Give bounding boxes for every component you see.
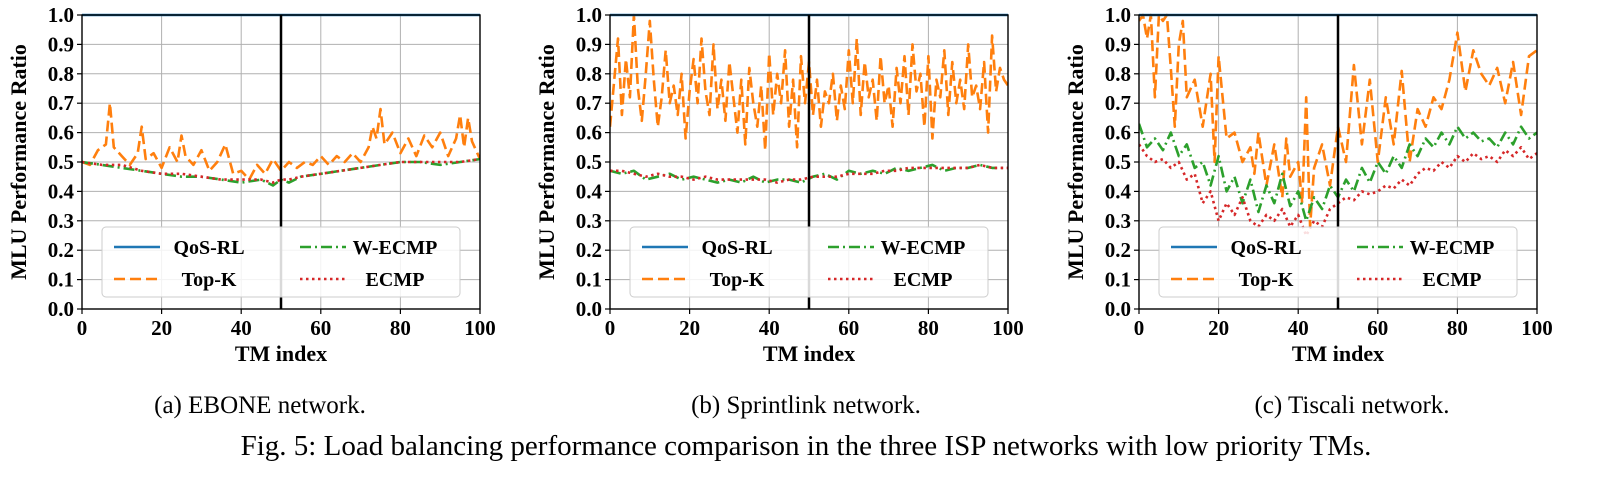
- y-tick-label: 0.8: [576, 62, 602, 86]
- y-tick-label: 0.3: [48, 209, 74, 233]
- y-tick-label: 0.0: [48, 297, 74, 321]
- y-tick-label: 0.0: [1105, 297, 1131, 321]
- y-tick-label: 0.4: [48, 179, 75, 203]
- chart-panel-2: 0.0 0.1 0.2 0.3 0.4 0.5 0.6 0.7 0.8 0.9 1.0 0 20 40 60…: [1063, 3, 1553, 366]
- series-line-ecmp: [82, 157, 480, 184]
- x-tick-label: 80: [918, 316, 939, 340]
- legend-label: QoS-RL: [1230, 237, 1301, 259]
- x-tick-label: 100: [464, 316, 496, 340]
- x-tick-label: 40: [231, 316, 252, 340]
- series-line-ecmp: [610, 163, 1008, 184]
- legend-label: Top-K: [1239, 269, 1294, 291]
- x-tick-label: 60: [838, 316, 859, 340]
- plot-frame: [609, 14, 1009, 310]
- y-tick-label: 0.9: [576, 32, 602, 56]
- y-tick-label: 0.5: [576, 150, 602, 174]
- x-tick-label: 0: [1134, 316, 1145, 340]
- y-axis-label: MLU Performance Ratio: [6, 44, 31, 280]
- legend-label: ECMP: [366, 269, 425, 291]
- chart-panel-1: 0.0 0.1 0.2 0.3 0.4 0.5 0.6 0.7 0.8 0.9 1.0 0 20 40 60…: [534, 3, 1024, 366]
- y-tick-label: 0.1: [576, 268, 602, 292]
- figure: 0.0 0.1 0.2 0.3 0.4 0.5 0.6 0.7 0.8 0.9 1.0 0 20 40 60…: [6, 3, 1553, 366]
- y-tick-label: 1.0: [48, 3, 74, 27]
- series-line-top-k: [1139, 13, 1537, 228]
- y-tick-label: 0.6: [1105, 121, 1131, 145]
- x-tick-label: 80: [390, 316, 411, 340]
- y-tick-label: 0.9: [1105, 32, 1131, 56]
- y-axis-label: MLU Performance Ratio: [1063, 44, 1088, 280]
- series-line-top-k: [610, 13, 1008, 152]
- x-tick-label: 100: [992, 316, 1024, 340]
- legend-box: [629, 226, 989, 298]
- x-tick-label: 0: [605, 316, 616, 340]
- y-tick-label: 0.5: [48, 150, 74, 174]
- y-tick-label: 0.5: [1105, 150, 1131, 174]
- subcaption-c: (c) Tiscali network.: [1254, 392, 1450, 419]
- legend-label: W-ECMP: [353, 237, 438, 259]
- y-tick-label: 0.8: [48, 62, 74, 86]
- y-axis-label: MLU Performance Ratio: [534, 44, 559, 280]
- x-axis-label: TM index: [1292, 341, 1384, 366]
- y-tick-label: 0.2: [1105, 238, 1131, 262]
- legend-box: [1158, 226, 1518, 298]
- x-tick-label: 60: [310, 316, 331, 340]
- x-tick-label: 0: [77, 316, 88, 340]
- x-tick-label: 20: [1208, 316, 1229, 340]
- legend-label: W-ECMP: [1410, 237, 1495, 259]
- y-tick-label: 0.1: [48, 268, 74, 292]
- y-tick-label: 0.4: [1105, 179, 1132, 203]
- x-tick-label: 100: [1521, 316, 1553, 340]
- y-tick-label: 0.3: [1105, 209, 1131, 233]
- y-tick-label: 0.8: [1105, 62, 1131, 86]
- legend-label: Top-K: [182, 269, 237, 291]
- subcaption-b: (b) Sprintlink network.: [691, 392, 921, 419]
- y-tick-label: 0.9: [48, 32, 74, 56]
- y-tick-label: 0.7: [576, 91, 602, 115]
- legend-label: W-ECMP: [881, 237, 966, 259]
- legend-label: QoS-RL: [701, 237, 772, 259]
- x-axis-label: TM index: [235, 341, 327, 366]
- x-tick-label: 80: [1447, 316, 1468, 340]
- x-tick-label: 40: [1288, 316, 1309, 340]
- y-tick-label: 0.6: [576, 121, 602, 145]
- legend-box: [101, 226, 461, 298]
- y-tick-label: 0.3: [576, 209, 602, 233]
- y-tick-label: 0.7: [48, 91, 74, 115]
- y-tick-label: 0.7: [1105, 91, 1131, 115]
- legend-label: Top-K: [710, 269, 765, 291]
- x-axis-label: TM index: [763, 341, 855, 366]
- y-tick-label: 0.2: [48, 238, 74, 262]
- figure-caption: Fig. 5: Load balancing performance compa…: [240, 430, 1372, 462]
- y-tick-label: 0.6: [48, 121, 74, 145]
- y-tick-label: 1.0: [1105, 3, 1131, 27]
- y-tick-label: 1.0: [576, 3, 602, 27]
- y-tick-label: 0.0: [576, 297, 602, 321]
- chart-panel-0: 0.0 0.1 0.2 0.3 0.4 0.5 0.6 0.7 0.8 0.9 1.0 0 20 40 60…: [6, 3, 496, 366]
- y-tick-label: 0.2: [576, 238, 602, 262]
- plot-frame: [1138, 14, 1538, 310]
- plot-frame: [81, 14, 481, 310]
- legend-label: ECMP: [1423, 269, 1482, 291]
- y-tick-label: 0.1: [1105, 268, 1131, 292]
- subcaption-a: (a) EBONE network.: [154, 392, 366, 419]
- x-tick-label: 40: [759, 316, 780, 340]
- x-tick-label: 60: [1367, 316, 1388, 340]
- series-line-top-k: [82, 101, 480, 181]
- x-tick-label: 20: [679, 316, 700, 340]
- y-tick-label: 0.4: [576, 179, 603, 203]
- legend-label: ECMP: [894, 269, 953, 291]
- legend-label: QoS-RL: [173, 237, 244, 259]
- x-tick-label: 20: [151, 316, 172, 340]
